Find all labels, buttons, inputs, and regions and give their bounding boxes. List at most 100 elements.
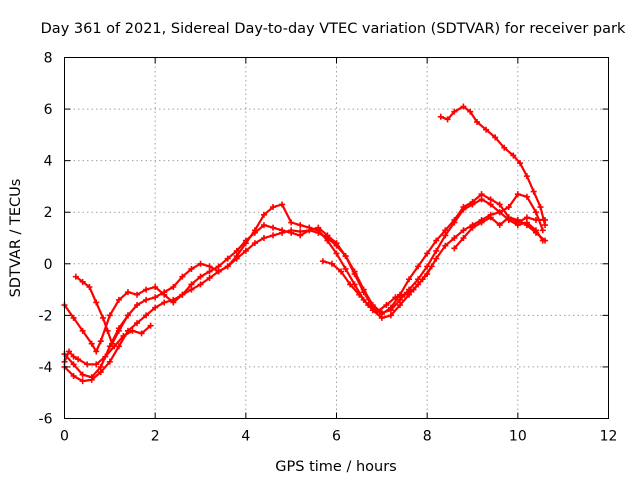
data-point <box>347 281 354 288</box>
data-point <box>86 283 93 290</box>
data-point <box>270 224 277 231</box>
data-point <box>505 214 512 221</box>
data-point <box>124 289 131 296</box>
y-tick-label: 8 <box>44 51 53 67</box>
data-point <box>487 201 494 208</box>
data-point <box>460 235 467 241</box>
series-arc-2 <box>61 191 549 355</box>
data-point <box>451 216 458 223</box>
data-point <box>469 224 476 231</box>
series-line <box>453 216 547 250</box>
data-point <box>143 312 150 319</box>
data-point <box>451 245 458 252</box>
y-axis-title: SDTVAR / TECUs <box>8 179 24 298</box>
data-point <box>496 209 503 216</box>
data-point <box>224 255 231 262</box>
series-arc-7 <box>319 258 435 315</box>
data-point <box>460 227 467 234</box>
data-point <box>79 371 86 378</box>
data-point <box>324 237 331 244</box>
data-point <box>542 237 549 244</box>
data-point <box>134 320 141 327</box>
data-point <box>138 330 145 337</box>
data-point <box>478 191 485 198</box>
data-point <box>356 291 363 298</box>
data-point <box>478 219 485 226</box>
series-line <box>63 193 547 353</box>
data-point <box>433 237 440 244</box>
data-point <box>161 289 168 296</box>
data-point <box>288 229 295 236</box>
data-point <box>433 247 440 254</box>
data-point <box>297 232 304 239</box>
data-point <box>215 263 222 270</box>
data-point <box>152 283 159 290</box>
data-point <box>496 222 503 229</box>
data-point <box>451 235 458 241</box>
data-point <box>537 204 544 211</box>
x-tick-label: 8 <box>423 429 432 445</box>
data-point <box>197 273 204 280</box>
y-tick-label: 0 <box>44 257 53 273</box>
data-point <box>483 126 490 133</box>
data-point <box>170 283 177 290</box>
data-point <box>433 255 440 262</box>
data-point <box>333 240 340 247</box>
data-point <box>383 302 390 309</box>
data-point <box>233 253 240 260</box>
data-point <box>170 299 177 306</box>
data-point <box>442 227 449 234</box>
data-point <box>161 299 168 306</box>
data-point <box>342 265 349 272</box>
data-point <box>93 361 100 368</box>
data-point <box>532 209 539 216</box>
data-point <box>88 340 95 347</box>
data-point <box>396 296 403 303</box>
data-point <box>365 302 372 309</box>
data-point <box>188 265 195 272</box>
data-point <box>197 260 204 267</box>
data-point <box>428 263 435 270</box>
data-point <box>419 276 426 283</box>
data-point <box>270 204 277 211</box>
data-series <box>61 103 549 385</box>
data-point <box>251 240 258 247</box>
data-point <box>188 286 195 293</box>
grid <box>64 57 609 419</box>
data-point <box>152 294 159 301</box>
data-point <box>460 103 467 110</box>
data-point <box>387 304 394 311</box>
y-tick-label: 2 <box>44 205 53 221</box>
data-point <box>115 296 122 303</box>
data-point <box>444 116 451 123</box>
x-tick-label: 6 <box>332 429 341 445</box>
data-point <box>401 291 408 298</box>
data-point <box>251 227 258 234</box>
axis-ticks: 0 2 4 6 8 10 12 -6 -4 -2 0 2 4 6 8 <box>39 51 618 445</box>
x-tick-label: 2 <box>151 429 160 445</box>
data-point <box>478 196 485 203</box>
data-point <box>120 332 127 339</box>
data-point <box>288 219 295 226</box>
data-point <box>79 378 86 385</box>
data-point <box>315 227 322 234</box>
data-point <box>532 216 539 223</box>
data-point <box>260 235 267 241</box>
data-point <box>451 108 458 115</box>
data-point <box>442 232 449 239</box>
data-point <box>124 312 131 319</box>
data-point <box>70 314 77 321</box>
data-point <box>270 232 277 239</box>
x-tick-label: 0 <box>60 429 69 445</box>
data-point <box>147 322 154 329</box>
y-tick-label: 6 <box>44 102 53 118</box>
data-point <box>406 276 413 283</box>
data-point <box>319 258 326 265</box>
data-point <box>392 294 399 301</box>
data-point <box>260 211 267 218</box>
data-point <box>188 281 195 288</box>
data-point <box>523 222 530 229</box>
data-point <box>514 216 521 223</box>
data-point <box>460 204 467 211</box>
